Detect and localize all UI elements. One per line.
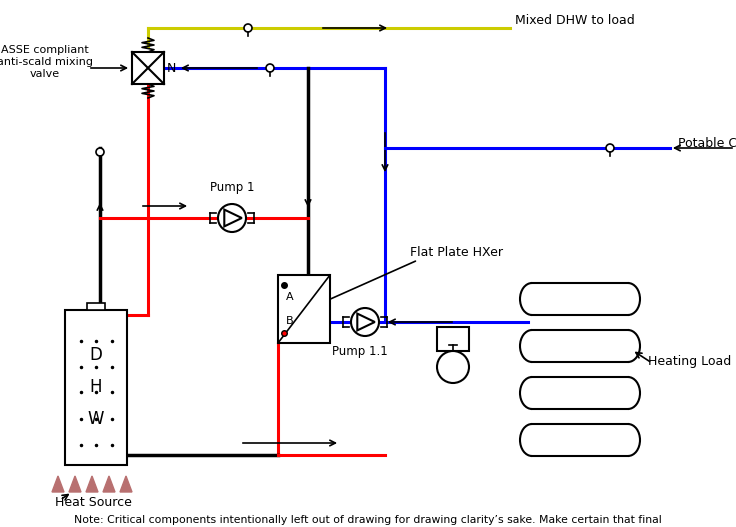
Text: Pump 1.1: Pump 1.1 xyxy=(332,346,388,358)
Circle shape xyxy=(244,24,252,32)
Circle shape xyxy=(218,204,246,232)
Text: A: A xyxy=(286,292,294,302)
Circle shape xyxy=(96,148,104,156)
Text: ASSE compliant
anti-scald mixing
valve: ASSE compliant anti-scald mixing valve xyxy=(0,45,93,79)
Polygon shape xyxy=(103,476,115,492)
Text: Heating Load: Heating Load xyxy=(648,356,732,368)
Text: Flat Plate HXer: Flat Plate HXer xyxy=(410,246,503,259)
Text: Potable Cold in to DHW system: Potable Cold in to DHW system xyxy=(678,136,736,150)
Circle shape xyxy=(606,144,614,152)
Bar xyxy=(132,52,164,84)
Text: N: N xyxy=(167,62,177,74)
Circle shape xyxy=(266,64,274,72)
Text: Mixed DHW to load: Mixed DHW to load xyxy=(515,14,634,26)
Text: Heat Source: Heat Source xyxy=(55,495,132,509)
Text: Pump 1: Pump 1 xyxy=(210,181,254,194)
Bar xyxy=(278,275,330,343)
Bar xyxy=(65,310,127,465)
Text: Note: Critical components intentionally left out of drawing for drawing clarity’: Note: Critical components intentionally … xyxy=(74,515,662,527)
Polygon shape xyxy=(52,476,64,492)
Text: D
H
W: D H W xyxy=(88,346,105,428)
Bar xyxy=(437,327,469,351)
Polygon shape xyxy=(69,476,81,492)
Text: B: B xyxy=(286,316,294,326)
Circle shape xyxy=(351,308,379,336)
Bar xyxy=(87,303,105,310)
Polygon shape xyxy=(86,476,98,492)
Polygon shape xyxy=(120,476,132,492)
Circle shape xyxy=(437,351,469,383)
